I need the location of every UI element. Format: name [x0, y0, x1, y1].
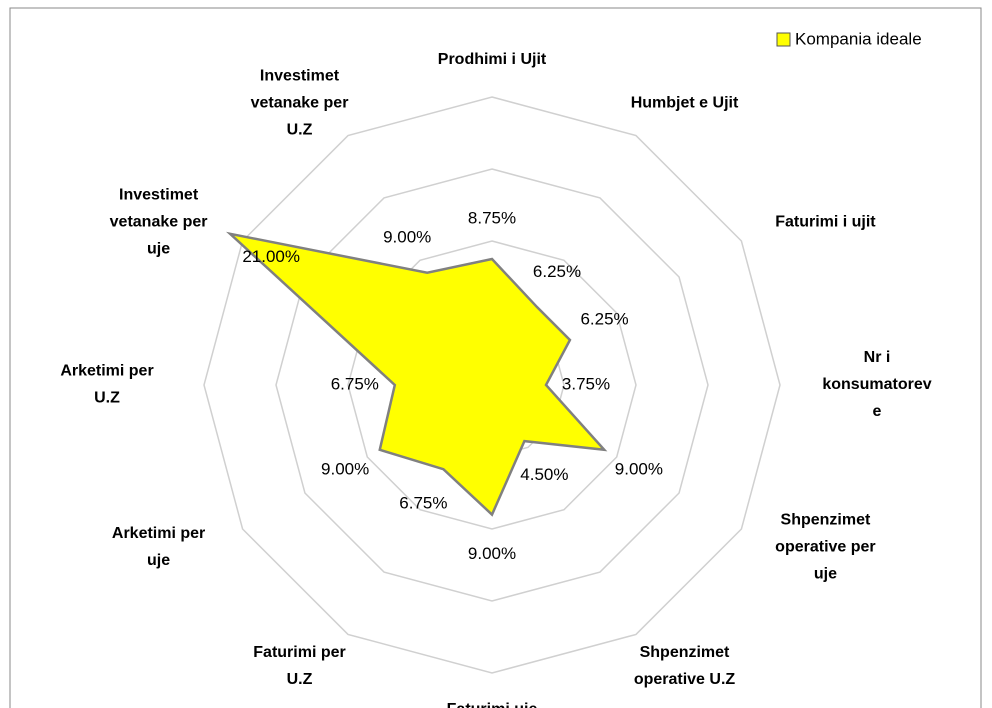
category-label-line: operative U.Z [634, 671, 736, 688]
category-label-line: U.Z [287, 122, 313, 139]
data-label: 9.00% [468, 544, 516, 563]
category-label: Humbjet e Ujit [631, 95, 739, 112]
category-label: Investimet vetanake per U.Z [251, 68, 349, 139]
category-label-line: Faturimi per [253, 644, 345, 661]
category-label-line: e [873, 403, 882, 420]
data-label: 8.75% [468, 208, 516, 227]
category-label: Investimet vetanake per uje [110, 187, 208, 258]
category-label-line: Arketimi per [112, 525, 205, 542]
data-label: 6.25% [580, 309, 628, 328]
data-label: 6.25% [533, 262, 581, 281]
category-label-line: U.Z [94, 390, 120, 407]
category-label: Nr i konsumatorev e [822, 349, 931, 420]
data-label: 21.00% [242, 247, 300, 266]
category-label-line: Prodhimi i Ujit [438, 51, 547, 68]
category-label-line: uje [147, 552, 170, 569]
category-label: Prodhimi i Ujit [438, 51, 547, 68]
data-label: 9.00% [383, 228, 431, 247]
category-label-line: Shpenzimet [640, 644, 730, 661]
category-label: Shpenzimet operative U.Z [634, 644, 736, 688]
category-label-line: Faturimi i ujit [775, 214, 876, 231]
category-label-line: vetanake per [251, 95, 349, 112]
category-label: Shpenzimet operative per uje [775, 512, 875, 583]
category-label: Faturimi uje [447, 701, 538, 708]
category-label-line: Nr i [864, 349, 891, 366]
category-label-line: Shpenzimet [781, 512, 871, 529]
category-label-line: operative per [775, 539, 875, 556]
legend-label: Kompania ideale [795, 29, 922, 48]
category-label-line: Humbjet e Ujit [631, 95, 739, 112]
category-label: Faturimi i ujit [775, 214, 876, 231]
data-label: 3.75% [562, 374, 610, 393]
legend-swatch [776, 32, 791, 47]
category-label-line: vetanake per [110, 214, 208, 231]
radar-area [225, 231, 608, 517]
category-label-line: Investimet [260, 68, 340, 85]
category-label-line: Faturimi uje [447, 701, 538, 708]
category-label-line: Arketimi per [60, 363, 153, 380]
category-label: Faturimi per U.Z [253, 644, 345, 688]
data-label: 6.75% [331, 374, 379, 393]
category-label-line: Investimet [119, 187, 199, 204]
category-label-line: U.Z [287, 671, 313, 688]
category-label-line: konsumatorev [822, 376, 931, 393]
category-label-line: uje [147, 241, 170, 258]
category-label-line: uje [814, 566, 837, 583]
data-label: 9.00% [615, 459, 663, 478]
data-label: 9.00% [321, 459, 369, 478]
category-label: Arketimi per uje [112, 525, 205, 569]
category-label: Arketimi per U.Z [60, 363, 153, 407]
data-label: 4.50% [520, 465, 568, 484]
data-label: 6.75% [399, 493, 447, 512]
